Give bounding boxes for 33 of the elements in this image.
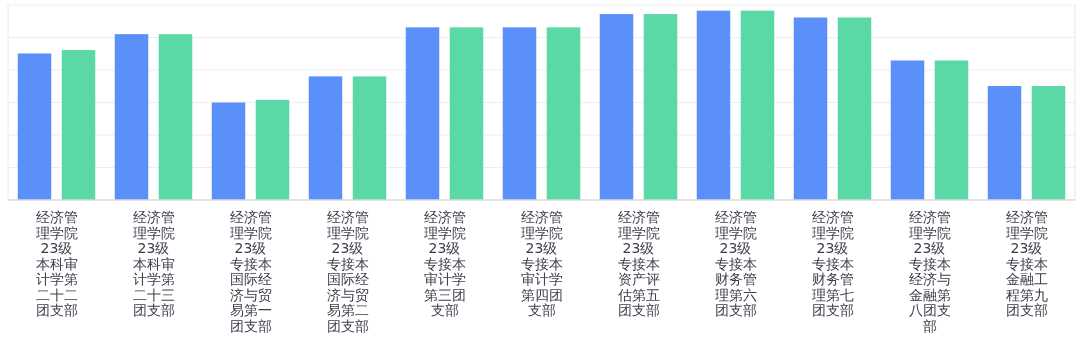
bar	[987, 86, 1022, 200]
x-tick-label: 经济管理学院23级专接本金融工程第九团支部	[1005, 209, 1048, 318]
x-tick-label: 经济管理学院23级专接本财务管理第六团支部	[714, 209, 757, 318]
bar	[837, 17, 872, 200]
x-tick-label: 经济管理学院23级专接本经济与金融第八团支部	[908, 209, 951, 334]
x-tick-label: 经济管理学院23级专接本财务管理第七团支部	[811, 209, 854, 318]
bar	[308, 76, 343, 200]
x-tick-label: 经济管理学院23级本科审计学第二十三团支部	[132, 209, 175, 318]
x-tick-label: 经济管理学院23级专接本资产评估第五团支部	[616, 209, 660, 318]
bar	[599, 14, 634, 200]
bar	[502, 27, 537, 200]
x-tick-label: 经济管理学院23级专接本审计学第四团支部	[520, 209, 563, 318]
x-tick-label: 经济管理学院23级专接本国际经济与贸易第一团支部	[229, 209, 272, 334]
x-tick-label: 经济管理学院23级专接本审计学第三团支部	[423, 209, 466, 318]
bar	[211, 102, 246, 200]
bar	[114, 34, 149, 200]
bar	[449, 27, 484, 200]
bar	[17, 53, 52, 200]
bar	[158, 34, 193, 200]
bar	[793, 17, 828, 200]
bar	[740, 10, 775, 200]
bar	[890, 60, 925, 200]
bar	[1031, 86, 1066, 200]
bar	[546, 27, 581, 200]
bar	[352, 76, 387, 200]
bar	[61, 50, 96, 200]
bar	[255, 99, 290, 200]
bar	[643, 14, 678, 200]
x-tick-label: 经济管理学院23级本科审计学第二十二团支部	[35, 209, 78, 318]
x-tick-label: 经济管理学院23级专接本国际经济与贸易第二团支部	[326, 209, 369, 334]
bar	[696, 10, 731, 200]
bar	[405, 27, 440, 200]
bar	[934, 60, 969, 200]
